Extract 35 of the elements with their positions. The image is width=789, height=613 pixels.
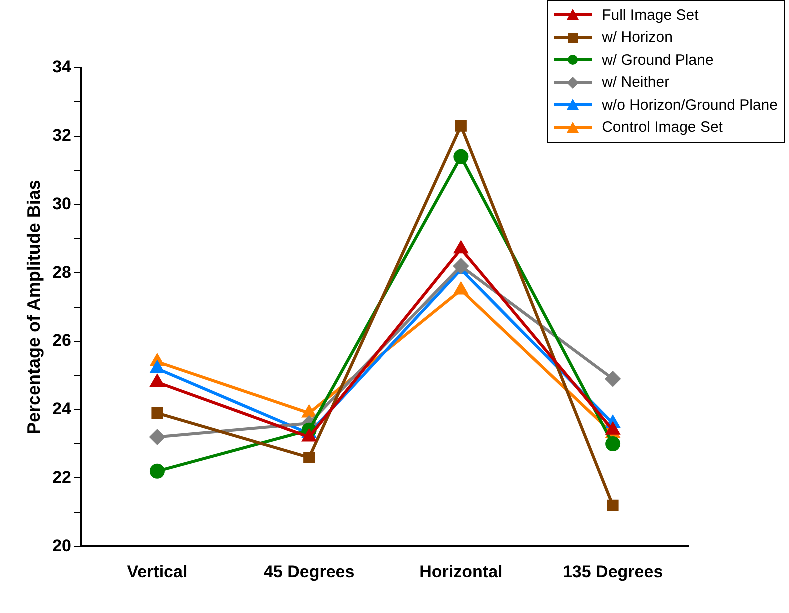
- y-tick-label: 24: [52, 400, 72, 419]
- y-tick-label: 26: [52, 331, 72, 350]
- point: [606, 422, 620, 435]
- point: [150, 464, 165, 479]
- x-tick-label: Vertical: [127, 562, 188, 582]
- point: [152, 408, 164, 420]
- point: [302, 406, 316, 418]
- y-tick-label: 22: [52, 468, 72, 487]
- point: [454, 149, 469, 164]
- y-tick-label: 20: [52, 536, 72, 556]
- point: [607, 500, 619, 512]
- point: [454, 242, 468, 254]
- point: [150, 361, 164, 374]
- point: [150, 430, 165, 445]
- point: [304, 452, 316, 464]
- legend-label: w/ Ground Plane: [602, 52, 714, 69]
- point: [454, 282, 468, 295]
- point: [606, 372, 621, 387]
- legend-label: w/ Neither: [602, 74, 670, 92]
- y-axis-title: Percentage of Amplitude Bias: [24, 180, 44, 434]
- legend-label: w/ Horizon: [602, 29, 673, 46]
- point: [150, 375, 164, 388]
- x-tick-label: 135 Degrees: [562, 562, 664, 582]
- x-tick-label: 45 Degrees: [264, 562, 355, 582]
- point: [606, 436, 621, 452]
- point: [455, 120, 467, 132]
- y-tick-label: 30: [52, 194, 72, 214]
- y-tick-label: 28: [52, 262, 72, 282]
- legend-label: Full Image Set: [602, 6, 699, 24]
- x-tick-label: Horizontal: [420, 562, 503, 582]
- point: [302, 430, 316, 442]
- y-tick-label: 34: [52, 58, 72, 77]
- legend-label: Control Image Set: [602, 119, 723, 136]
- y-tick-label: 32: [52, 126, 72, 146]
- legend-label: w/o Horizon/Ground Plane: [602, 96, 778, 114]
